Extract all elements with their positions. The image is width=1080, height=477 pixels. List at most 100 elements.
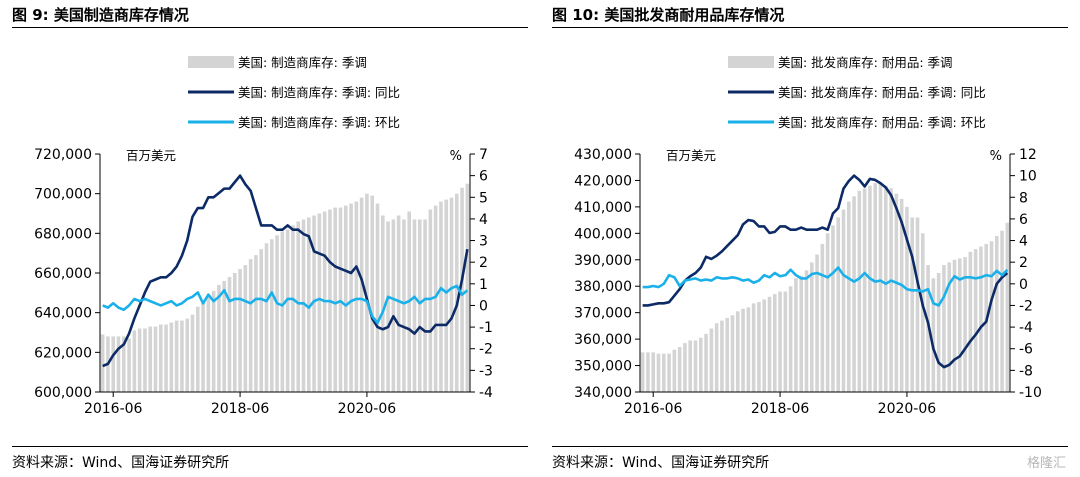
bar — [936, 273, 941, 392]
unit-label-right: % — [450, 149, 462, 164]
tick-label: 8 — [1019, 190, 1028, 206]
bar — [217, 284, 221, 392]
bar — [460, 187, 464, 392]
tick-label: 4 — [1019, 234, 1028, 250]
bar — [968, 251, 973, 392]
bar — [280, 231, 285, 392]
tick-label: 680,000 — [34, 226, 92, 242]
bar — [836, 217, 841, 392]
bar — [428, 209, 433, 392]
bar — [667, 353, 671, 392]
bar — [714, 323, 719, 392]
bar — [979, 246, 983, 392]
bar — [868, 185, 872, 392]
bar-series — [640, 183, 1010, 392]
bar — [730, 315, 735, 392]
chart-title: 图 9: 美国制造商库存情况 — [12, 6, 189, 24]
bar — [121, 336, 126, 392]
bar — [825, 233, 830, 392]
bar — [180, 320, 184, 392]
bar — [772, 294, 777, 392]
bar — [947, 262, 952, 392]
bar — [153, 326, 158, 392]
bar — [794, 278, 798, 392]
tick-label: -1 — [479, 320, 493, 336]
tick-label: -4 — [1019, 320, 1033, 336]
footer-rule — [12, 446, 528, 447]
legend-label: 美国: 批发商库存: 耐用品: 季调: 同比 — [778, 85, 986, 100]
legend-item: 美国: 批发商库存: 耐用品: 季调 — [728, 55, 953, 70]
bar — [720, 320, 724, 392]
tick-label: 10 — [1019, 169, 1037, 185]
watermark-logo: 格隆汇 — [1026, 456, 1066, 471]
bar — [831, 225, 835, 392]
bar — [963, 257, 967, 392]
tick-label: 720,000 — [34, 147, 92, 163]
tick-label: -3 — [479, 363, 493, 379]
tick-label: 2016-06 — [624, 401, 683, 417]
bar — [285, 229, 290, 392]
legend-label: 美国: 制造商库存: 季调 — [238, 55, 367, 70]
bar — [312, 215, 316, 392]
bar — [317, 213, 322, 392]
unit-label-left: 百万美元 — [666, 148, 716, 163]
bar — [454, 193, 459, 392]
bar — [878, 183, 883, 392]
bar — [799, 275, 804, 392]
bar — [952, 259, 957, 392]
tick-label: 2020-06 — [338, 401, 397, 417]
bar — [227, 276, 232, 392]
bar — [238, 269, 242, 392]
bar — [920, 233, 925, 392]
bar — [873, 183, 878, 392]
bar — [444, 199, 449, 392]
panel-right: 图 10: 美国批发商耐用品库存情况 美国: 批发商库存: 耐用品: 季调 美国:… — [540, 0, 1080, 477]
legend-label: 美国: 制造商库存: 季调: 环比 — [238, 115, 400, 130]
tick-label: 2018-06 — [211, 401, 270, 417]
bar — [111, 336, 116, 392]
bar — [465, 183, 470, 392]
legend-label: 美国: 制造商库存: 季调: 同比 — [238, 85, 400, 100]
tick-label: 5 — [479, 190, 488, 206]
bar — [857, 191, 862, 392]
bar — [391, 219, 396, 392]
tick-label: 340,000 — [574, 385, 632, 401]
tick-label: 2016-06 — [84, 401, 143, 417]
tick-label: 2 — [479, 255, 488, 271]
tick-label: 390,000 — [574, 253, 632, 269]
bar — [693, 340, 698, 392]
bar — [201, 302, 205, 392]
bar — [942, 265, 946, 392]
chart-title: 图 10: 美国批发商耐用品库存情况 — [552, 6, 785, 24]
bar — [704, 333, 708, 392]
bar — [757, 302, 761, 392]
bar — [169, 322, 174, 392]
bar — [359, 197, 364, 392]
bar — [767, 296, 772, 392]
tick-label: -6 — [1019, 342, 1033, 358]
tick-label: 0 — [479, 298, 488, 314]
bar — [269, 239, 274, 392]
tick-label: -4 — [479, 385, 493, 401]
bar-series — [100, 183, 470, 392]
bar — [994, 235, 999, 392]
tick-label: -2 — [1019, 298, 1033, 314]
series-line — [102, 174, 469, 368]
tick-label: 360,000 — [574, 332, 632, 348]
legend-label: 美国: 批发商库存: 耐用品: 季调: 环比 — [778, 115, 986, 130]
bar — [291, 225, 295, 392]
tick-label: 6 — [479, 169, 488, 185]
unit-label-right: % — [990, 149, 1002, 164]
bar — [688, 340, 693, 392]
legend-item: 美国: 制造商库存: 季调: 同比 — [188, 85, 400, 100]
bar — [852, 196, 856, 392]
bar — [211, 290, 216, 392]
footer-rule — [552, 446, 1068, 447]
bar — [804, 270, 809, 392]
bar — [778, 291, 782, 392]
tick-label: 1 — [479, 277, 488, 293]
series-line — [102, 284, 469, 325]
legend-swatch — [188, 56, 234, 68]
bar — [343, 205, 348, 392]
